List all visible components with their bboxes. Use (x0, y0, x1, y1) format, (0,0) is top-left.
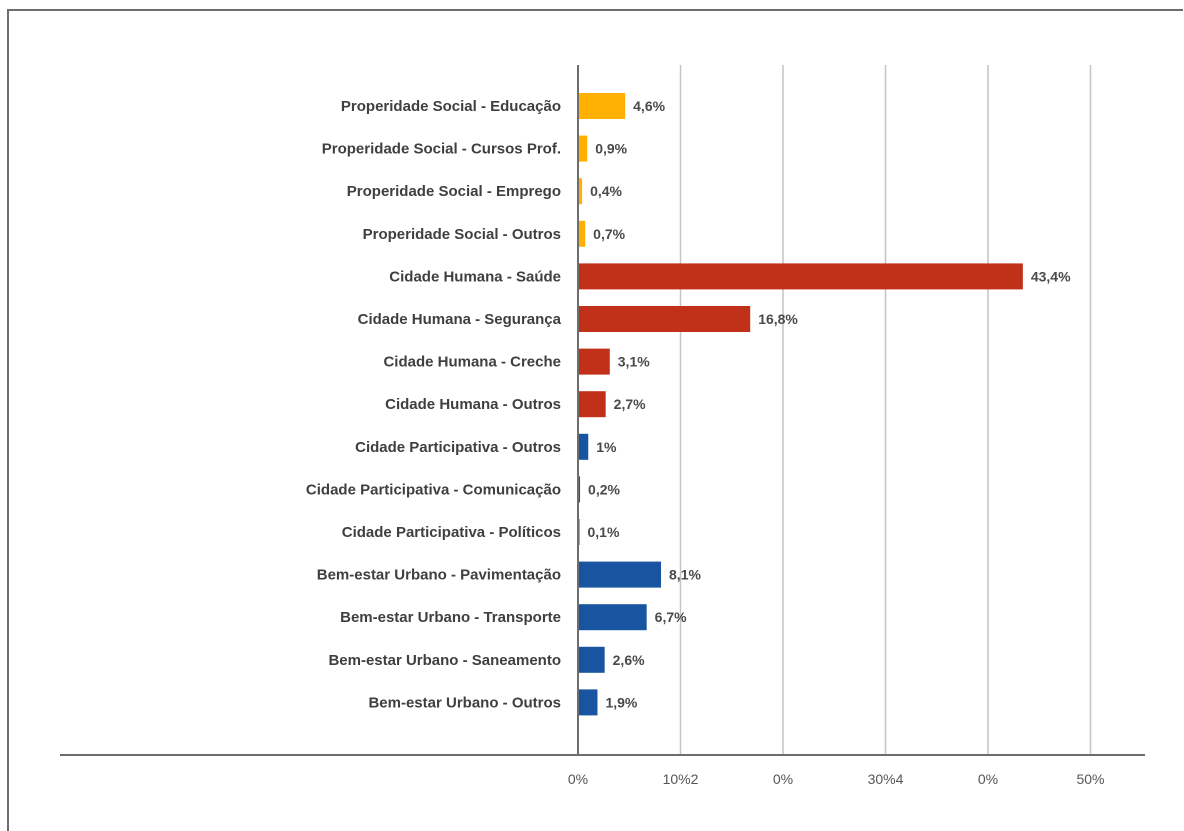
bars (578, 93, 1023, 716)
category-label: Bem-estar Urbano - Outros (368, 694, 561, 711)
category-label: Cidade Humana - Segurança (358, 311, 562, 328)
value-labels: 4,6% 0,9% 0,4% 0,7% 43,4% 16,8% 3,1% 2,7% 1% 0,2%… (588, 98, 1072, 710)
gridlines (679, 65, 1092, 755)
value-label: 3,1% (618, 354, 650, 370)
bar (578, 135, 588, 162)
bar (578, 306, 751, 332)
category-label: Cidade Humana - Outros (385, 396, 561, 413)
category-label: Properidade Social - Educação (341, 98, 561, 115)
bar (578, 561, 662, 588)
value-label: 0,9% (595, 141, 627, 157)
category-label: Cidade Participativa - Outros (355, 439, 561, 456)
bar (578, 391, 606, 418)
category-label: Cidade Participativa - Políticos (342, 524, 561, 541)
value-label: 8,1% (669, 567, 701, 583)
value-label: 1,9% (605, 694, 637, 710)
bar (578, 433, 589, 460)
bar (578, 348, 610, 375)
value-label: 43,4% (1031, 268, 1071, 284)
tick-label: 50% (1076, 771, 1104, 787)
tick-label: 0% (773, 771, 793, 787)
value-label: 2,6% (613, 652, 645, 668)
tick-label: 10%2 (663, 771, 699, 787)
value-label: 0,1% (588, 524, 620, 540)
category-label: Properidade Social - Emprego (347, 183, 561, 200)
bar (578, 604, 647, 631)
value-label: 6,7% (655, 609, 687, 625)
chart-frame (7, 9, 1183, 831)
tick-label: 0% (568, 771, 588, 787)
tick-label: 0% (978, 771, 998, 787)
value-label: 2,7% (614, 396, 646, 412)
category-label: Cidade Participativa - Comunicação (306, 481, 561, 498)
category-label: Bem-estar Urbano - Transporte (340, 609, 561, 626)
tick-labels: 0% 10%2 0% 30%4 0% 50% (568, 771, 1105, 787)
bar (578, 93, 626, 119)
value-label: 16,8% (758, 311, 798, 327)
bar (578, 263, 1023, 290)
value-label: 4,6% (633, 98, 665, 114)
category-labels: Properidade Social - Educação Properidade… (306, 98, 562, 711)
category-label: Cidade Humana - Creche (383, 354, 561, 371)
axes (60, 65, 1145, 756)
tick-label: 30%4 (868, 771, 904, 787)
value-label: 0,7% (593, 226, 625, 242)
bar (578, 689, 598, 716)
category-label: Bem-estar Urbano - Saneamento (328, 652, 561, 669)
value-label: 1% (596, 439, 617, 455)
value-label: 0,2% (588, 481, 620, 497)
category-label: Properidade Social - Outros (363, 226, 561, 243)
category-label: Properidade Social - Cursos Prof. (322, 141, 561, 158)
bar (578, 178, 583, 205)
bar (578, 220, 586, 247)
category-label: Cidade Humana - Saúde (389, 268, 561, 285)
category-label: Bem-estar Urbano - Pavimentação (317, 567, 561, 584)
bar (578, 646, 605, 673)
value-label: 0,4% (590, 183, 622, 199)
bar (578, 476, 581, 503)
